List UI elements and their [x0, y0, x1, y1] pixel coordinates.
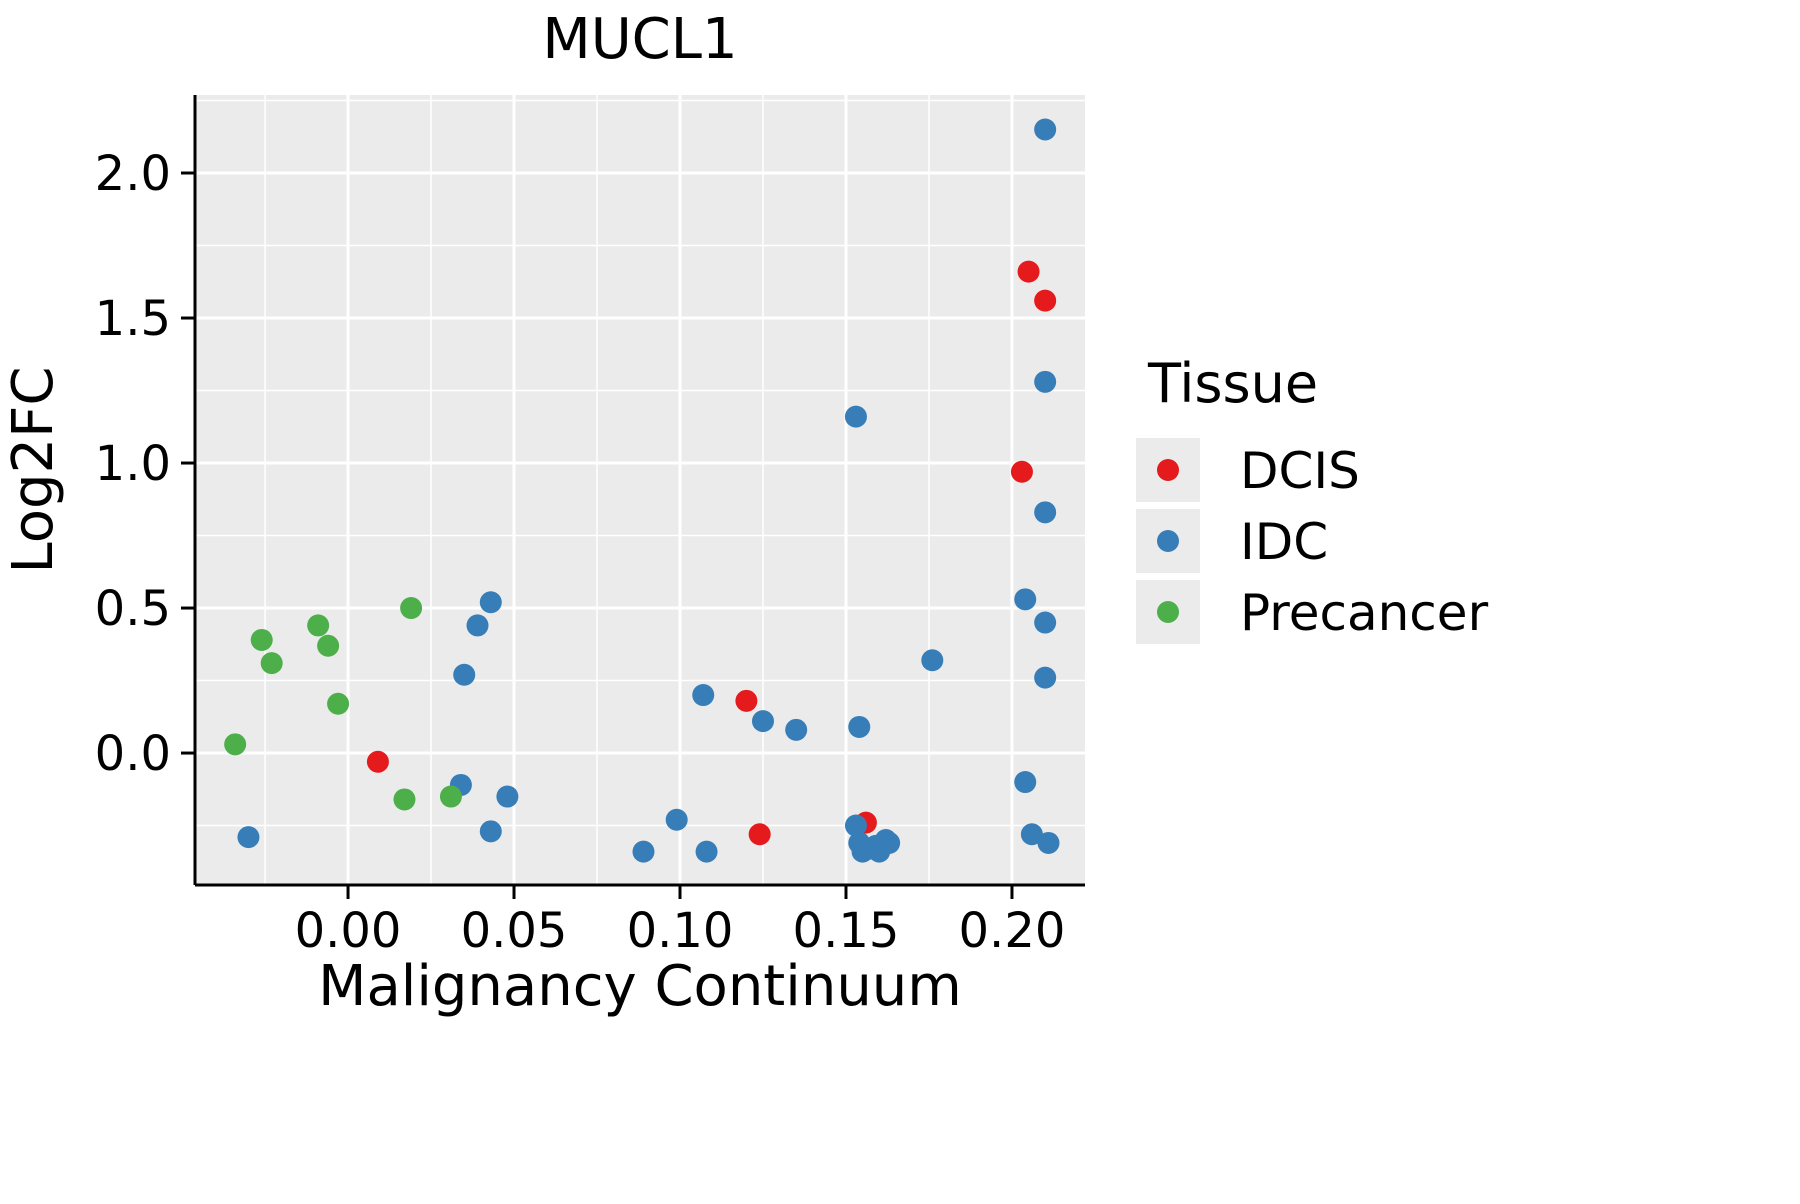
data-point-idc	[921, 649, 944, 672]
y-tick-label: 0.0	[95, 726, 171, 782]
data-point-idc	[237, 826, 260, 849]
x-tick-label: 0.15	[793, 903, 900, 959]
x-tick-label: 0.05	[461, 903, 568, 959]
data-point-dcis	[735, 689, 758, 712]
y-axis-label: Log2FC	[1, 367, 66, 574]
data-point-idc	[844, 814, 867, 837]
data-point-precancer	[224, 733, 247, 756]
data-point-idc	[692, 684, 715, 707]
data-point-dcis	[366, 750, 389, 773]
data-point-idc	[1020, 823, 1043, 846]
data-point-idc	[453, 663, 476, 686]
data-point-idc	[1034, 501, 1057, 524]
x-tick-label: 0.20	[959, 903, 1066, 959]
data-point-idc	[695, 840, 718, 863]
legend-label-precancer: Precancer	[1240, 584, 1489, 642]
data-point-idc	[466, 614, 489, 637]
data-point-idc	[1034, 666, 1057, 689]
data-point-precancer	[439, 785, 462, 808]
data-point-precancer	[400, 597, 423, 620]
data-point-idc	[1014, 588, 1037, 611]
data-point-precancer	[393, 788, 416, 811]
data-point-idc	[844, 405, 867, 428]
data-point-idc	[1034, 118, 1057, 141]
legend: Tissue DCIS IDC Precancer	[1136, 352, 1489, 644]
data-point-precancer	[307, 614, 330, 637]
data-point-idc	[1034, 611, 1057, 634]
y-tick-label: 2.0	[95, 146, 171, 202]
data-point-idc	[496, 785, 519, 808]
data-point-idc	[785, 718, 808, 741]
data-point-precancer	[317, 634, 340, 657]
data-point-idc	[479, 591, 502, 614]
data-point-idc	[848, 715, 871, 738]
legend-dot-idc	[1157, 530, 1179, 552]
data-point-idc	[1037, 831, 1060, 854]
axis-ticks: 0.00 0.05 0.10 0.15 0.20 0.0 0.5 1.0 1.5 2.0	[95, 146, 1066, 959]
data-point-idc	[1034, 370, 1057, 393]
data-point-idc	[479, 820, 502, 843]
y-tick-label: 0.5	[95, 581, 171, 637]
legend-entry-precancer: Precancer	[1136, 580, 1489, 644]
y-tick-label: 1.0	[95, 436, 171, 492]
data-point-dcis	[1017, 260, 1040, 283]
legend-label-dcis: DCIS	[1240, 442, 1360, 500]
data-points	[224, 118, 1060, 863]
legend-dot-dcis	[1157, 459, 1179, 481]
data-point-idc	[1014, 771, 1037, 794]
data-point-idc	[751, 710, 774, 733]
data-point-dcis	[1010, 460, 1033, 483]
plot-panel	[195, 95, 1085, 885]
y-tick-label: 1.5	[95, 291, 171, 347]
data-point-idc	[632, 840, 655, 863]
chart-title: MUCL1	[542, 7, 737, 72]
legend-entry-dcis: DCIS	[1136, 438, 1360, 502]
data-point-precancer	[250, 628, 273, 651]
x-tick-label: 0.10	[627, 903, 734, 959]
legend-label-idc: IDC	[1240, 513, 1328, 571]
legend-title: Tissue	[1147, 352, 1318, 415]
data-point-dcis	[1034, 289, 1057, 312]
data-point-idc	[878, 831, 901, 854]
x-tick-label: 0.00	[295, 903, 402, 959]
data-point-precancer	[260, 652, 283, 675]
data-point-dcis	[748, 823, 771, 846]
legend-entry-idc: IDC	[1136, 509, 1328, 573]
legend-dot-precancer	[1157, 601, 1179, 623]
data-point-idc	[665, 808, 688, 831]
x-axis-label: Malignancy Continuum	[318, 954, 962, 1019]
data-point-precancer	[327, 692, 350, 715]
gridlines	[195, 95, 1085, 885]
